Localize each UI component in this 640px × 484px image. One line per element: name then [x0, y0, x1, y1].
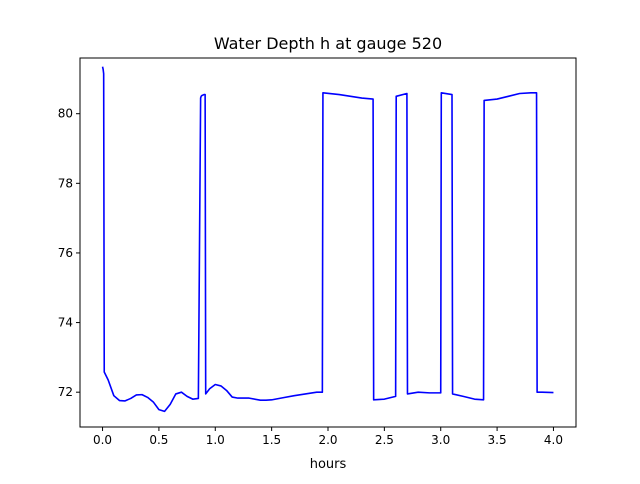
y-tick-label: 74	[58, 316, 73, 330]
y-axis-ticks: 72 74 76 78 80	[58, 107, 80, 399]
x-tick-label: 3.0	[431, 433, 450, 447]
x-axis-label: hours	[310, 457, 347, 472]
plot-area	[101, 66, 554, 413]
x-tick-label: 0.5	[149, 433, 168, 447]
series-line-0	[101, 66, 554, 413]
y-tick-label: 78	[58, 176, 73, 190]
chart-title: Water Depth h at gauge 520	[214, 34, 442, 53]
x-tick-label: 1.0	[206, 433, 225, 447]
x-tick-label: 4.0	[544, 433, 563, 447]
x-axis-ticks: 0.0 0.5 1.0 1.5 2.0 2.5 3.0 3.5 4.0	[93, 427, 563, 447]
x-tick-label: 1.5	[262, 433, 281, 447]
y-tick-label: 72	[58, 385, 73, 399]
x-tick-label: 2.5	[375, 433, 394, 447]
y-tick-label: 80	[58, 107, 73, 121]
x-tick-label: 3.5	[488, 433, 507, 447]
x-tick-label: 0.0	[93, 433, 112, 447]
x-tick-label: 2.0	[318, 433, 337, 447]
y-tick-label: 76	[58, 246, 73, 260]
axes-frame	[79, 57, 577, 428]
